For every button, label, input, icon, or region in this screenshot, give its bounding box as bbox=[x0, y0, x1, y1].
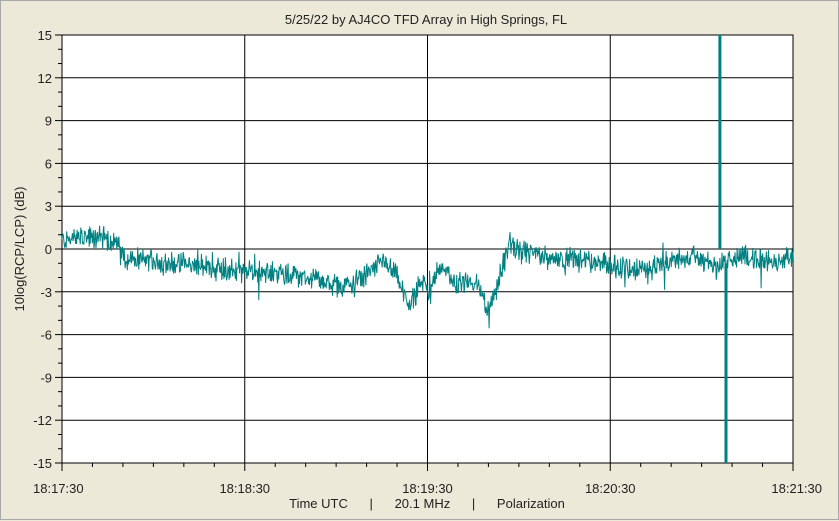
chart-title: 5/25/22 by AJ4CO TFD Array in High Sprin… bbox=[285, 12, 567, 27]
y-tick-label: 3 bbox=[45, 199, 52, 214]
y-axis-label: 10log(RCP/LCP) (dB) bbox=[12, 187, 27, 312]
y-tick-label: 9 bbox=[45, 114, 52, 129]
x-tick-label: 18:17:30 bbox=[33, 481, 84, 496]
y-tick-label: 15 bbox=[38, 28, 52, 43]
y-tick-label: 12 bbox=[38, 71, 52, 86]
y-tick-label: 0 bbox=[45, 242, 52, 257]
x-tick-label: 18:20:30 bbox=[585, 481, 636, 496]
series-line-polarization bbox=[61, 225, 794, 329]
x-axis-label: Time UTC | 20.1 MHz | Polarization bbox=[289, 496, 565, 511]
minor-ticks bbox=[55, 34, 794, 471]
y-tick-labels: 15 12 9 6 3 0 -3 -6 -9 -12 -15 bbox=[33, 28, 52, 471]
y-tick-label: -15 bbox=[33, 456, 52, 471]
x-tick-label: 18:19:30 bbox=[402, 481, 453, 496]
y-tick-label: -6 bbox=[40, 328, 52, 343]
x-tick-labels: 18:17:30 18:18:30 18:19:30 18:20:30 18:21:30 bbox=[33, 481, 822, 496]
y-tick-label: -12 bbox=[33, 413, 52, 428]
y-tick-label: -3 bbox=[40, 285, 52, 300]
y-tick-label: 6 bbox=[45, 156, 52, 171]
x-tick-label: 18:18:30 bbox=[219, 481, 270, 496]
grid-lines bbox=[61, 34, 794, 464]
y-tick-label: -9 bbox=[40, 370, 52, 385]
x-tick-label: 18:21:30 bbox=[771, 481, 822, 496]
